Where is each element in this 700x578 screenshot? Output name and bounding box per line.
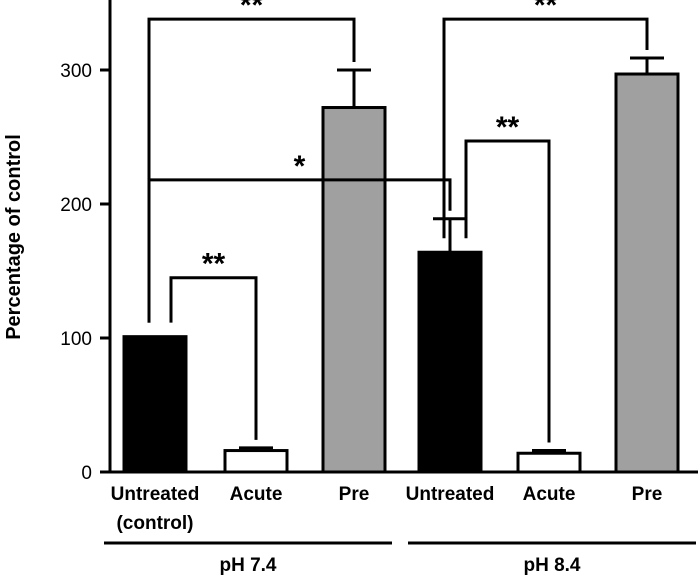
bar <box>516 451 582 474</box>
category-label: Acute <box>523 484 576 505</box>
category-label: Acute <box>230 484 283 505</box>
bar <box>417 250 483 474</box>
y-tick-label: 200 <box>60 195 92 216</box>
y-tick-label: 100 <box>60 329 92 350</box>
y-tick-label: 0 <box>81 463 92 484</box>
category-labels: Untreated (control) Acute Pre Untreated Acute… <box>104 484 696 576</box>
category-label: Untreated <box>406 484 495 505</box>
bar <box>321 106 387 474</box>
category-label: Untreated <box>111 484 200 505</box>
group-label: pH 8.4 <box>523 555 580 576</box>
significance-bracket <box>169 276 258 440</box>
significance-brackets: ********* <box>147 0 649 443</box>
category-label: Pre <box>632 484 663 505</box>
significance-stars: ** <box>240 0 264 22</box>
y-tick-label: 300 <box>60 61 92 82</box>
significance-bracket <box>442 17 649 239</box>
category-label: Pre <box>339 484 370 505</box>
y-axis-label: Percentage of control <box>3 134 25 340</box>
significance-stars: * <box>294 150 306 183</box>
group-label: pH 7.4 <box>219 555 276 576</box>
bar <box>223 449 289 474</box>
bars <box>122 56 680 474</box>
significance-bracket <box>147 17 356 323</box>
significance-stars: ** <box>534 0 558 22</box>
axes: 0 100 200 300 <box>60 0 698 484</box>
significance-stars: ** <box>202 248 226 281</box>
category-sublabel: (control) <box>116 513 193 534</box>
significance-bracket <box>464 139 551 443</box>
significance-stars: ** <box>496 111 520 144</box>
bar <box>122 335 188 474</box>
bar <box>614 72 680 474</box>
significance-bracket <box>147 178 452 323</box>
